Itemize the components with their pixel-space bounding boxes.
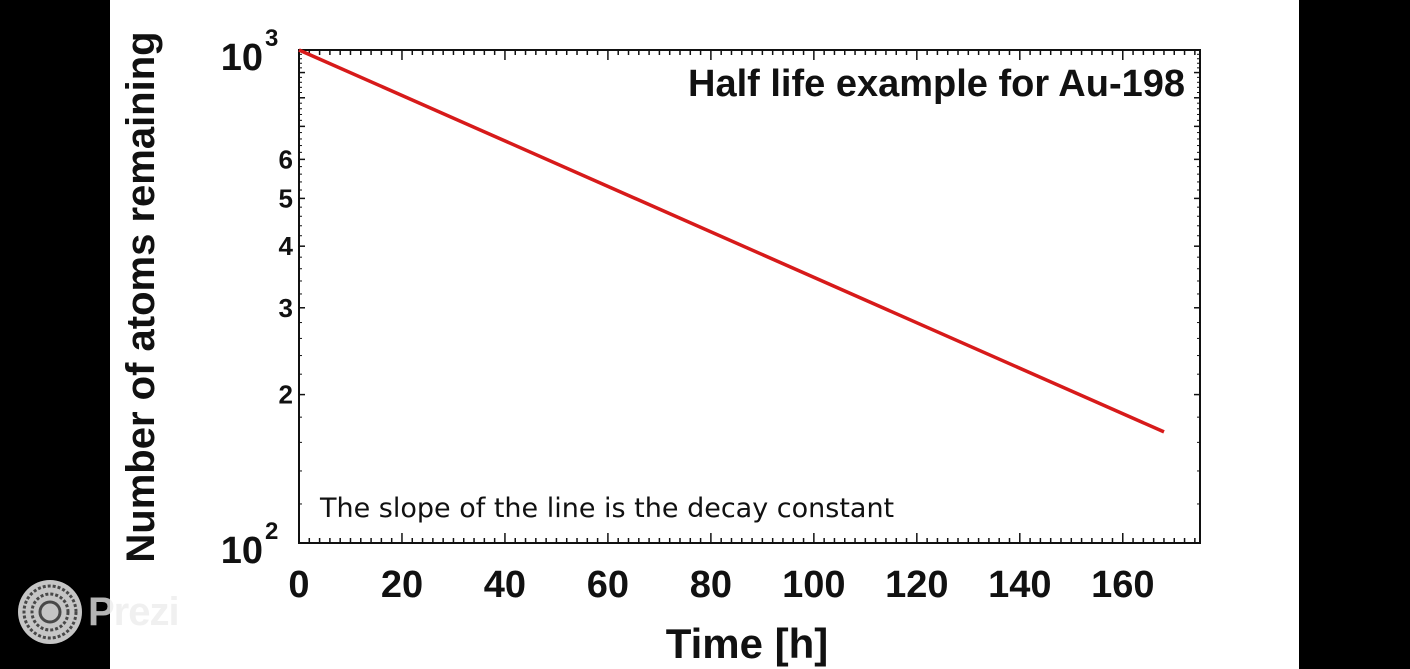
x-tick-label: 0: [288, 564, 309, 606]
x-tick-label: 120: [885, 564, 948, 606]
y-tick-label-exponent: 2: [265, 518, 278, 545]
slide: 0 20 40 60 80 100 120 140 160 6 5 4 3 2 10 3 10 2 Half li…: [18, 0, 1299, 669]
x-tick-label: 140: [988, 564, 1051, 606]
y-tick-label-minor: 2: [279, 380, 293, 410]
y-tick-label-minor: 5: [279, 183, 293, 213]
prezi-logo-icon: [18, 580, 82, 644]
chart-title: Half life example for Au-198: [688, 63, 1185, 105]
plot-frame: [298, 49, 1201, 544]
x-tick-label: 40: [484, 564, 526, 606]
prezi-wordmark: Prezi: [88, 589, 180, 634]
y-tick-label-major: 10: [221, 37, 263, 79]
x-tick-label: 160: [1091, 564, 1154, 606]
series-line-0: [298, 48, 1165, 434]
prezi-watermark: Prezi: [18, 580, 180, 644]
x-tick-label: 60: [587, 564, 629, 606]
y-tick-label-exponent: 3: [265, 25, 278, 52]
y-axis-label: Number of atoms remaining: [119, 31, 163, 562]
x-tick-label: 100: [782, 564, 845, 606]
y-tick-label-minor: 4: [279, 231, 294, 261]
y-tick-label-minor: 3: [279, 293, 293, 323]
y-tick-label-major: 10: [221, 530, 263, 572]
y-tick-label-minor: 6: [279, 144, 293, 174]
chart-annotation: The slope of the line is the decay const…: [319, 493, 894, 524]
x-tick-label: 20: [381, 564, 423, 606]
x-axis-label: Time [h]: [666, 620, 829, 667]
x-tick-label: 80: [690, 564, 732, 606]
